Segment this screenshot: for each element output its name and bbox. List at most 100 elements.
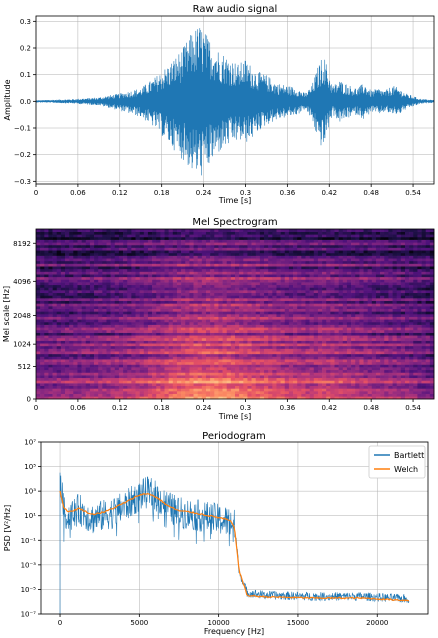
mel-cell xyxy=(247,388,252,392)
mel-cell xyxy=(375,327,381,331)
mel-cell xyxy=(293,375,298,379)
mel-cell xyxy=(413,271,418,275)
mel-cell xyxy=(147,348,153,352)
mel-cell xyxy=(351,274,356,278)
mel-cell xyxy=(388,324,393,328)
mel-cell xyxy=(226,383,232,387)
mel-cell xyxy=(226,375,232,379)
mel-cell xyxy=(210,337,215,341)
mel-cell xyxy=(409,337,414,341)
mel-cell xyxy=(147,391,153,394)
mel-cell xyxy=(400,380,406,384)
mel-cell xyxy=(371,377,377,381)
mel-cell xyxy=(421,343,427,347)
mel-cell xyxy=(143,298,149,302)
mel-cell xyxy=(226,324,232,328)
mel-cell xyxy=(326,316,331,320)
mel-cell xyxy=(342,298,348,302)
mel-cell xyxy=(326,380,331,384)
mel-cell xyxy=(384,314,389,317)
mel-cell xyxy=(102,393,107,397)
mel-cell xyxy=(409,375,414,379)
mel-cell xyxy=(409,377,414,381)
mel-cell xyxy=(164,391,169,394)
mel-cell xyxy=(417,290,422,294)
mel-cell xyxy=(363,329,368,333)
mel-cell xyxy=(60,300,66,304)
mel-cell xyxy=(48,364,53,368)
mel-cell xyxy=(52,290,58,294)
mel-cell xyxy=(226,266,232,270)
mel-cell xyxy=(160,369,165,373)
mel-cell xyxy=(81,377,87,381)
mel-cell xyxy=(85,391,91,394)
mel-cell xyxy=(189,260,194,264)
mel-cell xyxy=(110,303,116,307)
mel-cell xyxy=(235,356,240,360)
mel-cell xyxy=(77,396,82,400)
mel-cell xyxy=(251,271,257,275)
mel-cell xyxy=(288,345,294,349)
mel-cell xyxy=(317,300,323,304)
mel-cell xyxy=(230,343,236,347)
mel-cell xyxy=(152,391,157,394)
mel-cell xyxy=(193,276,198,280)
mel-cell xyxy=(400,298,406,302)
mel-cell xyxy=(205,284,211,288)
mel-cell xyxy=(384,335,389,339)
mel-cell xyxy=(409,391,414,394)
mel-cell xyxy=(201,266,207,270)
mel-cell xyxy=(268,327,273,331)
mel-cell xyxy=(284,329,290,333)
mel-cell xyxy=(330,388,335,392)
mel-cell xyxy=(52,383,58,387)
mel-cell xyxy=(421,311,427,315)
mel-cell xyxy=(135,282,140,286)
mel-cell xyxy=(355,266,360,270)
mel-cell xyxy=(197,340,203,344)
mel-cell xyxy=(259,388,265,392)
mel-cell xyxy=(65,324,70,328)
mel-cell xyxy=(118,295,124,299)
mel-cell xyxy=(168,332,174,336)
mel-cell xyxy=(156,361,161,365)
mel-cell xyxy=(131,356,136,360)
mel-cell xyxy=(60,351,66,355)
mel-cell xyxy=(44,329,49,333)
mel-cell xyxy=(272,396,277,400)
mel-cell xyxy=(313,290,319,294)
mel-cell xyxy=(380,292,385,296)
mel-cell xyxy=(40,274,45,278)
mel-cell xyxy=(114,268,120,272)
mel-cell xyxy=(259,377,265,381)
mel-cell xyxy=(293,372,298,376)
mel-cell xyxy=(297,383,302,387)
mel-cell xyxy=(276,282,281,286)
mel-cell xyxy=(400,367,406,371)
mel-cell xyxy=(73,276,78,280)
mel-cell xyxy=(135,279,140,283)
mel-cell xyxy=(36,321,41,325)
mel-cell xyxy=(413,290,418,294)
mel-cell xyxy=(359,396,364,400)
mel-cell xyxy=(293,343,298,347)
mel-cell xyxy=(268,290,273,294)
mel-cell xyxy=(351,303,356,307)
mel-cell xyxy=(342,364,348,368)
mel-cell xyxy=(404,343,410,347)
mel-cell xyxy=(147,311,153,315)
mel-cell xyxy=(152,290,157,294)
mel-cell xyxy=(48,295,53,299)
mel-cell xyxy=(272,319,277,323)
mel-cell xyxy=(346,348,352,352)
mel-cell xyxy=(239,303,244,307)
mel-cell xyxy=(235,372,240,376)
mel-cell xyxy=(239,279,244,283)
mel-cell xyxy=(222,380,228,384)
mel-cell xyxy=(276,266,281,270)
mel-cell xyxy=(189,340,194,344)
mel-cell xyxy=(259,385,265,389)
mel-cell xyxy=(301,276,306,280)
mel-cell xyxy=(123,300,128,304)
mel-cell xyxy=(334,292,339,296)
